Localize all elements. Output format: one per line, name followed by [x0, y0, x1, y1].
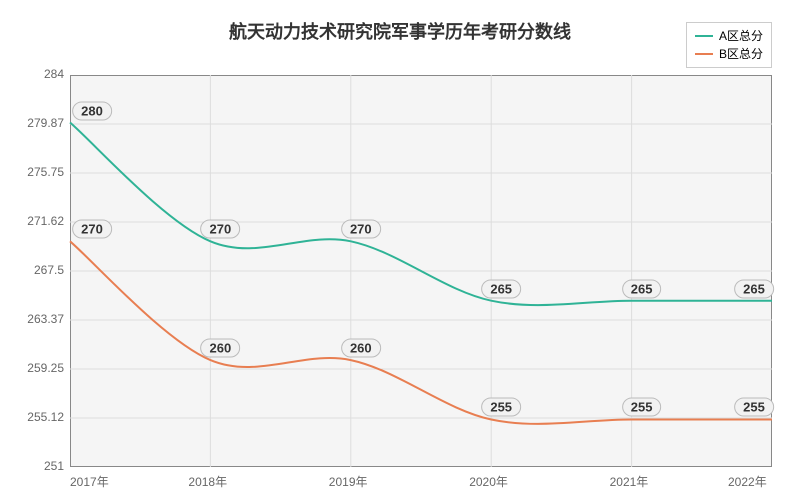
x-tick-label: 2018年	[188, 473, 227, 490]
series-line-1	[70, 241, 772, 424]
series-line-0	[70, 123, 772, 306]
data-label: 255	[481, 398, 521, 417]
y-tick-label: 255.12	[27, 410, 64, 424]
data-label: 255	[734, 398, 774, 417]
data-label: 270	[201, 220, 241, 239]
data-label: 280	[72, 101, 112, 120]
x-tick-label: 2017年	[70, 473, 109, 490]
x-tick-label: 2020年	[469, 473, 508, 490]
y-tick-label: 267.5	[34, 263, 64, 277]
data-label: 265	[622, 279, 662, 298]
y-tick-label: 263.37	[27, 312, 64, 326]
data-label: 255	[622, 398, 662, 417]
data-label: 270	[341, 220, 381, 239]
x-tick-label: 2021年	[610, 473, 649, 490]
data-label: 260	[201, 339, 241, 358]
x-tick-label: 2022年	[728, 473, 767, 490]
y-tick-label: 275.75	[27, 165, 64, 179]
data-label: 260	[341, 339, 381, 358]
y-tick-label: 259.25	[27, 361, 64, 375]
x-tick-label: 2019年	[329, 473, 368, 490]
y-tick-label: 251	[44, 459, 64, 473]
y-tick-label: 284	[44, 67, 64, 81]
y-tick-label: 271.62	[27, 214, 64, 228]
chart-container: 航天动力技术研究院军事学历年考研分数线 A区总分 B区总分 251255.122…	[0, 0, 800, 500]
y-tick-label: 279.87	[27, 116, 64, 130]
chart-svg	[0, 0, 800, 500]
data-label: 265	[734, 279, 774, 298]
data-label: 265	[481, 279, 521, 298]
data-label: 270	[72, 220, 112, 239]
